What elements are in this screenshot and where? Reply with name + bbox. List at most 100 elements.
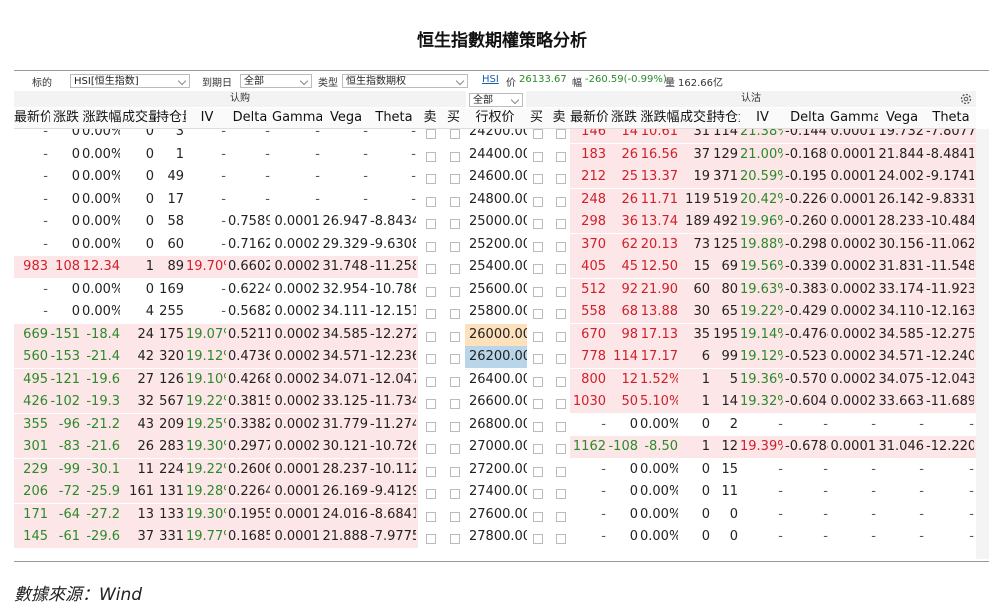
filter-select[interactable]: 全部: [469, 93, 523, 107]
checkbox[interactable]: [450, 511, 460, 522]
checkbox[interactable]: [450, 309, 460, 319]
label: 价: [506, 78, 516, 89]
checkbox[interactable]: [533, 309, 543, 319]
checkbox[interactable]: [556, 466, 566, 477]
checkbox[interactable]: [556, 444, 566, 454]
checkbox[interactable]: [426, 241, 436, 252]
quote-cell: 0: [71, 236, 80, 252]
checkbox[interactable]: [426, 489, 436, 499]
row-highlight: [14, 436, 418, 458]
checkbox[interactable]: [426, 354, 436, 364]
quote-cell: -7.8077: [926, 129, 974, 139]
checkbox[interactable]: [556, 286, 566, 297]
type-select[interactable]: 恒生指数期权: [342, 74, 468, 88]
checkbox[interactable]: [450, 196, 460, 207]
checkbox[interactable]: [533, 286, 543, 297]
settings-icon[interactable]: [960, 93, 972, 105]
checkbox[interactable]: [533, 151, 543, 162]
quote-cell: 6: [701, 349, 710, 364]
checkbox[interactable]: [426, 219, 436, 229]
checkbox[interactable]: [426, 309, 436, 319]
checkbox[interactable]: [426, 286, 436, 297]
underlying-select[interactable]: HSI[恒生指数]: [70, 74, 190, 88]
checkbox[interactable]: [556, 219, 566, 229]
checkbox[interactable]: [556, 511, 566, 522]
quote-cell: 0.00%: [82, 281, 120, 297]
checkbox[interactable]: [556, 174, 566, 184]
quote-cell: -: [919, 416, 924, 432]
checkbox[interactable]: [556, 399, 566, 409]
checkbox[interactable]: [556, 331, 566, 342]
checkbox[interactable]: [426, 129, 436, 139]
quote-cell: -12.220: [926, 439, 974, 454]
checkbox[interactable]: [426, 421, 436, 432]
quote-cell: 19.14%: [740, 326, 783, 342]
quote-cell: -12.240: [926, 349, 974, 364]
checkbox[interactable]: [450, 331, 460, 342]
checkbox[interactable]: [556, 196, 566, 207]
checkbox[interactable]: [533, 511, 543, 522]
checkbox[interactable]: [450, 399, 460, 409]
checkbox[interactable]: [450, 264, 460, 274]
checkbox[interactable]: [426, 331, 436, 342]
checkbox[interactable]: [533, 466, 543, 477]
quote-cell: -: [823, 416, 828, 432]
checkbox[interactable]: [556, 376, 566, 387]
checkbox[interactable]: [426, 376, 436, 387]
checkbox[interactable]: [426, 534, 436, 544]
checkbox[interactable]: [533, 421, 543, 432]
checkbox[interactable]: [556, 241, 566, 252]
checkbox[interactable]: [450, 534, 460, 544]
checkbox[interactable]: [426, 466, 436, 477]
checkbox[interactable]: [533, 444, 543, 454]
quote-cell: 11: [721, 484, 738, 499]
checkbox[interactable]: [450, 421, 460, 432]
quote-cell: 43: [137, 416, 154, 432]
quote-cell: 34.075: [878, 371, 925, 387]
checkbox[interactable]: [556, 354, 566, 364]
checkbox[interactable]: [450, 241, 460, 252]
checkbox[interactable]: [556, 421, 566, 432]
checkbox[interactable]: [450, 444, 460, 454]
checkbox[interactable]: [533, 489, 543, 499]
checkbox[interactable]: [450, 489, 460, 499]
checkbox[interactable]: [450, 354, 460, 364]
checkbox[interactable]: [426, 444, 436, 454]
checkbox[interactable]: [450, 219, 460, 229]
checkbox[interactable]: [450, 151, 460, 162]
checkbox[interactable]: [426, 196, 436, 207]
quote-cell: 19.732: [878, 129, 925, 139]
checkbox[interactable]: [533, 129, 543, 139]
checkbox[interactable]: [533, 219, 543, 229]
checkbox[interactable]: [533, 354, 543, 364]
checkbox[interactable]: [533, 264, 543, 274]
checkbox[interactable]: [450, 376, 460, 387]
checkbox[interactable]: [426, 399, 436, 409]
checkbox[interactable]: [426, 264, 436, 274]
checkbox[interactable]: [556, 534, 566, 544]
checkbox[interactable]: [426, 511, 436, 522]
checkbox[interactable]: [533, 534, 543, 544]
checkbox[interactable]: [426, 151, 436, 162]
checkbox[interactable]: [556, 264, 566, 274]
checkbox[interactable]: [533, 241, 543, 252]
checkbox[interactable]: [533, 174, 543, 184]
symbol-link[interactable]: HSI: [482, 74, 499, 85]
checkbox[interactable]: [556, 309, 566, 319]
quote-cell: -: [871, 484, 876, 499]
checkbox[interactable]: [556, 489, 566, 499]
quote-cell: 26.947: [322, 214, 369, 229]
expiry-select[interactable]: 全部: [240, 74, 312, 88]
checkbox[interactable]: [533, 331, 543, 342]
checkbox[interactable]: [450, 286, 460, 297]
checkbox[interactable]: [450, 174, 460, 184]
checkbox[interactable]: [533, 399, 543, 409]
checkbox[interactable]: [556, 129, 566, 139]
quote-cell: -: [871, 529, 876, 544]
checkbox[interactable]: [450, 466, 460, 477]
checkbox[interactable]: [533, 376, 543, 387]
checkbox[interactable]: [533, 196, 543, 207]
checkbox[interactable]: [556, 151, 566, 162]
checkbox[interactable]: [426, 174, 436, 184]
checkbox[interactable]: [450, 129, 460, 139]
